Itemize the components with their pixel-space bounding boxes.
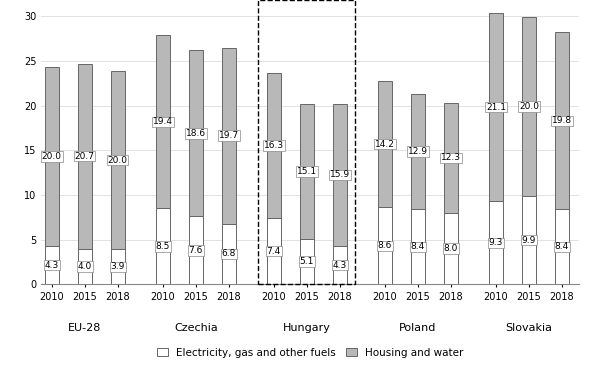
Bar: [555, 209, 569, 284]
Text: Poland: Poland: [399, 323, 437, 333]
Text: 15.1: 15.1: [297, 167, 317, 176]
Bar: [222, 224, 236, 284]
Text: 8.5: 8.5: [155, 242, 170, 251]
Text: 7.4: 7.4: [267, 247, 281, 256]
Bar: [267, 73, 281, 218]
Bar: [267, 218, 281, 284]
Bar: [411, 209, 425, 284]
Text: 8.4: 8.4: [411, 242, 425, 251]
Text: 9.3: 9.3: [489, 238, 503, 247]
Bar: [489, 13, 503, 201]
Text: 8.0: 8.0: [444, 244, 458, 253]
Text: 4.3: 4.3: [45, 261, 59, 270]
Bar: [555, 33, 569, 209]
Bar: [489, 201, 503, 284]
Text: 20.0: 20.0: [42, 152, 62, 161]
Text: 8.6: 8.6: [378, 241, 392, 250]
Bar: [300, 239, 314, 284]
Text: 5.1: 5.1: [300, 257, 314, 266]
Bar: [156, 208, 170, 284]
Bar: [189, 50, 203, 217]
Text: 15.9: 15.9: [330, 171, 350, 180]
Text: 16.3: 16.3: [264, 141, 284, 150]
Text: 9.9: 9.9: [522, 236, 536, 245]
Bar: [300, 104, 314, 239]
Bar: [522, 17, 536, 196]
Bar: [444, 103, 458, 213]
Text: 6.8: 6.8: [222, 249, 236, 258]
Text: 4.3: 4.3: [333, 261, 347, 270]
Bar: [189, 217, 203, 284]
Text: 18.6: 18.6: [186, 129, 206, 138]
Bar: [156, 35, 170, 208]
Text: 21.1: 21.1: [486, 102, 506, 111]
Bar: [78, 64, 92, 249]
Text: Slovakia: Slovakia: [505, 323, 553, 333]
Bar: [111, 71, 125, 249]
Text: 20.0: 20.0: [108, 156, 128, 165]
Bar: [222, 47, 236, 224]
Bar: [111, 249, 125, 284]
Text: 12.3: 12.3: [441, 153, 461, 162]
Bar: [378, 81, 392, 208]
Text: 4.0: 4.0: [77, 262, 92, 271]
Text: 20.0: 20.0: [519, 102, 539, 111]
Bar: [411, 94, 425, 209]
Bar: [333, 246, 347, 284]
Text: 12.9: 12.9: [408, 147, 428, 156]
Text: 7.6: 7.6: [189, 246, 203, 255]
Text: 14.2: 14.2: [375, 140, 395, 148]
Bar: [258, 0, 355, 284]
Bar: [78, 249, 92, 284]
Bar: [333, 104, 347, 246]
Bar: [45, 246, 59, 284]
Text: 19.4: 19.4: [153, 117, 173, 126]
Bar: [45, 67, 59, 246]
Text: 19.8: 19.8: [552, 116, 572, 125]
Text: 19.7: 19.7: [219, 131, 239, 140]
Bar: [378, 208, 392, 284]
Text: EU-28: EU-28: [68, 323, 102, 333]
Bar: [444, 213, 458, 284]
Bar: [522, 196, 536, 284]
Legend: Electricity, gas and other fuels, Housing and water: Electricity, gas and other fuels, Housin…: [153, 344, 467, 362]
Text: Hungary: Hungary: [283, 323, 331, 333]
Text: 8.4: 8.4: [555, 242, 569, 251]
Text: 3.9: 3.9: [111, 262, 125, 271]
Text: Czechia: Czechia: [174, 323, 217, 333]
Text: 20.7: 20.7: [74, 151, 95, 160]
